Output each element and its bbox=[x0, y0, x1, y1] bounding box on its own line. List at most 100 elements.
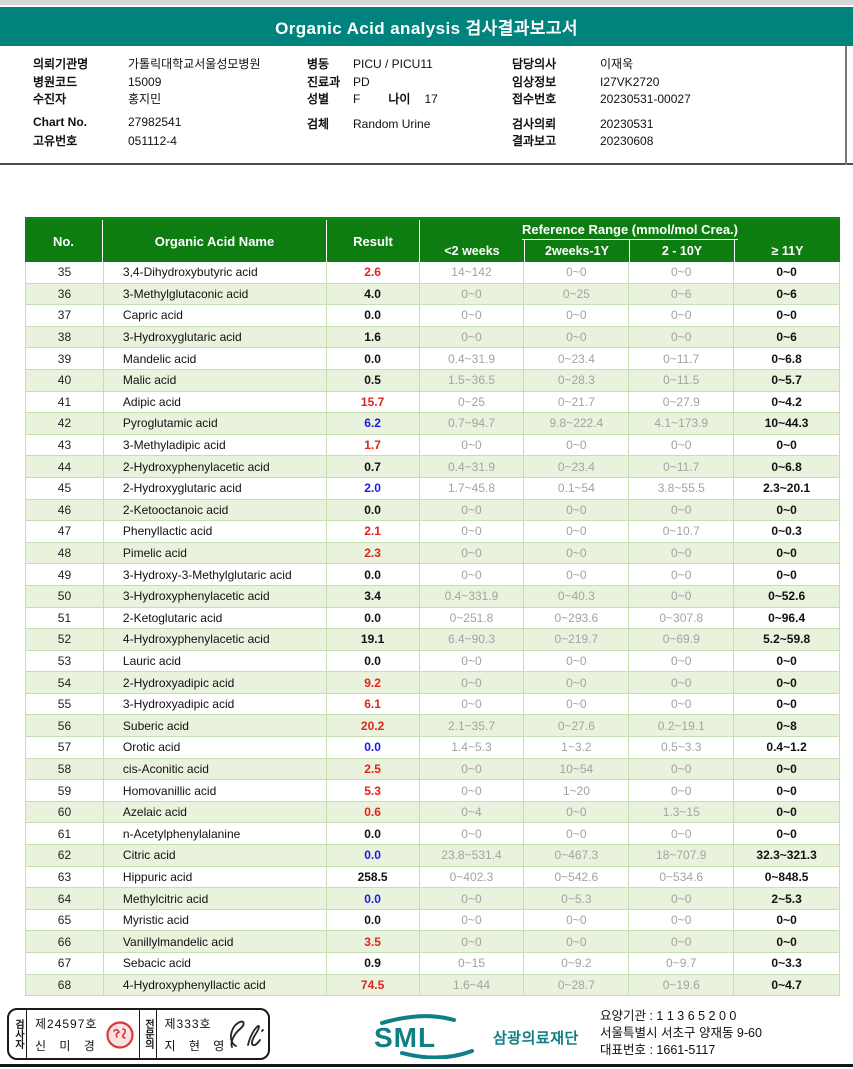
ref-range-2weeks-1y: 0~467.3 bbox=[524, 845, 630, 866]
info-row: 검체 Random Urine bbox=[307, 115, 438, 133]
table-row: 42 Pyroglutamic acid 6.2 0.7~94.7 9.8~22… bbox=[26, 413, 839, 435]
row-number: 45 bbox=[26, 477, 104, 499]
ref-range-under-2-weeks: 1.6~44 bbox=[420, 974, 525, 996]
right-edge-border bbox=[845, 46, 847, 165]
acid-name: 3-Hydroxyadipic acid bbox=[104, 693, 327, 715]
ref-range-over-11y: 0~0 bbox=[776, 567, 797, 582]
ref-range-2weeks-1y: 0~0 bbox=[524, 564, 630, 585]
ref-range-over-11y: 0~3.3 bbox=[771, 956, 802, 971]
ref-range-2weeks-1y: 0~0 bbox=[524, 305, 630, 326]
result-value: 74.5 bbox=[327, 974, 420, 996]
row-number: 37 bbox=[26, 305, 104, 326]
table-row: 63 Hippuric acid 258.5 0~402.3 0~542.6 0… bbox=[26, 866, 839, 889]
info-label: 고유번호 bbox=[33, 134, 78, 148]
table-row: 67 Sebacic acid 0.9 0~15 0~9.2 0~9.7 0~3… bbox=[26, 953, 839, 975]
ref-range-2weeks-1y: 0~0 bbox=[524, 499, 630, 521]
result-value: 0.7 bbox=[327, 456, 420, 477]
ref-range-over-11y: 0~4.2 bbox=[771, 394, 802, 409]
table-row: 54 2-Hydroxyadipic acid 9.2 0~0 0~0 0~0 … bbox=[26, 672, 839, 694]
row-number: 60 bbox=[26, 801, 104, 823]
row-number: 48 bbox=[26, 542, 104, 564]
ref-range-2-10y: 0~6 bbox=[629, 283, 735, 305]
ref-range-under-2-weeks: 14~142 bbox=[420, 262, 525, 283]
column-header-2-10y: 2 - 10Y bbox=[630, 240, 735, 262]
ref-range-under-2-weeks: 0~0 bbox=[420, 672, 525, 693]
result-value: 2.0 bbox=[327, 477, 420, 499]
examiner-label: 검사자 bbox=[9, 1010, 27, 1058]
ref-range-under-2-weeks: 0~0 bbox=[420, 758, 525, 780]
ref-range-under-2-weeks: 0~0 bbox=[420, 434, 525, 456]
ref-range-under-2-weeks: 0~0 bbox=[420, 888, 525, 909]
ref-range-over-11y: 0~6.8 bbox=[771, 351, 802, 366]
info-label: 담당의사 bbox=[512, 57, 557, 71]
ref-range-2weeks-1y: 1~20 bbox=[524, 780, 630, 801]
result-value: 0.0 bbox=[327, 348, 420, 369]
ref-range-under-2-weeks: 0~0 bbox=[420, 909, 525, 931]
ref-range-over-11y: 2.3~20.1 bbox=[763, 481, 811, 496]
ref-range-2weeks-1y: 0~9.2 bbox=[524, 953, 630, 974]
patient-info-section: 의뢰기관명 가톨릭대학교서울성모병원 병원코드 15009 수진자 홍지민 Ch… bbox=[0, 55, 853, 160]
ref-range-2-10y: 0.2~19.1 bbox=[629, 715, 735, 737]
ref-range-2-10y: 0~9.7 bbox=[629, 953, 735, 974]
window-top-strip bbox=[0, 0, 853, 5]
result-value: 2.6 bbox=[327, 262, 420, 283]
ref-range-2-10y: 0~0 bbox=[629, 909, 735, 931]
result-value: 20.2 bbox=[327, 715, 420, 737]
table-row: 59 Homovanillic acid 5.3 0~0 1~20 0~0 0~… bbox=[26, 780, 839, 802]
patient-info-column-3: 담당의사 이재욱 임상정보 I27VK2720 접수번호 20230531-00… bbox=[512, 55, 691, 150]
ref-range-2-10y: 1.3~15 bbox=[629, 801, 735, 823]
ref-range-2weeks-1y: 0~25 bbox=[524, 283, 630, 305]
info-label: 검사의뢰 bbox=[512, 116, 557, 131]
table-row: 47 Phenyllactic acid 2.1 0~0 0~0 0~10.7 … bbox=[26, 521, 839, 543]
result-value: 1.6 bbox=[327, 326, 420, 348]
result-value: 0.5 bbox=[327, 369, 420, 391]
ref-range-under-2-weeks: 23.8~531.4 bbox=[420, 845, 525, 866]
info-value: F bbox=[353, 92, 361, 106]
ref-range-under-2-weeks: 0~0 bbox=[420, 521, 525, 542]
column-header-2weeks-1y: 2weeks-1Y bbox=[525, 240, 630, 262]
ref-range-2-10y: 3.8~55.5 bbox=[629, 477, 735, 499]
examiner-seal-stamp-icon bbox=[105, 1021, 134, 1049]
acid-name: 2-Ketooctanoic acid bbox=[104, 499, 327, 521]
info-value: 홍지민 bbox=[128, 92, 162, 106]
ref-range-over-11y: 0~0 bbox=[776, 308, 797, 323]
row-number: 47 bbox=[26, 521, 104, 542]
info-row: 고유번호 051112-4 bbox=[33, 132, 260, 150]
ref-range-under-2-weeks: 0~251.8 bbox=[420, 607, 525, 629]
ref-range-2-10y: 0~0 bbox=[629, 262, 735, 283]
row-number: 42 bbox=[26, 413, 104, 434]
result-value: 0.0 bbox=[327, 845, 420, 866]
ref-range-under-2-weeks: 0.4~331.9 bbox=[420, 585, 525, 607]
organization-name: 삼광의료재단 bbox=[493, 1030, 579, 1047]
ref-range-over-11y: 0~0 bbox=[776, 675, 797, 690]
ref-range-2-10y: 0~0 bbox=[629, 542, 735, 564]
ref-range-under-2-weeks: 0~0 bbox=[420, 283, 525, 305]
info-value: 15009 bbox=[128, 74, 162, 89]
ref-range-under-2-weeks: 0~0 bbox=[420, 542, 525, 564]
acid-name: Hippuric acid bbox=[104, 866, 327, 888]
acid-name: Orotic acid bbox=[104, 737, 327, 758]
table-row: 37 Capric acid 0.0 0~0 0~0 0~0 0~0 bbox=[26, 305, 839, 327]
ref-range-2-10y: 0~27.9 bbox=[629, 391, 735, 413]
acid-name: Malic acid bbox=[104, 369, 327, 391]
info-label: 의뢰기관명 bbox=[33, 57, 89, 71]
info-label: 성별 bbox=[307, 92, 330, 106]
acid-name: 3-Methylglutaconic acid bbox=[104, 283, 327, 305]
ref-range-2-10y: 0~11.7 bbox=[629, 348, 735, 369]
acid-name: Vanillylmandelic acid bbox=[104, 931, 327, 952]
patient-info-column-2: 병동 PICU / PICU11 진료과 PD 성별 F 나이 17 검체 Ra… bbox=[307, 55, 438, 132]
result-value: 0.0 bbox=[327, 305, 420, 326]
ref-range-2weeks-1y: 0~27.6 bbox=[524, 715, 630, 737]
result-value: 9.2 bbox=[327, 672, 420, 693]
acid-name: 3-Methyladipic acid bbox=[104, 434, 327, 456]
acid-name: Homovanillic acid bbox=[104, 780, 327, 801]
acid-name: Citric acid bbox=[104, 845, 327, 866]
table-row: 39 Mandelic acid 0.0 0.4~31.9 0~23.4 0~1… bbox=[26, 348, 839, 370]
row-number: 38 bbox=[26, 326, 104, 348]
ref-range-2-10y: 0~19.6 bbox=[629, 974, 735, 996]
info-label: 임상정보 bbox=[512, 74, 557, 89]
ref-range-2weeks-1y: 0~28.7 bbox=[524, 974, 630, 996]
acid-name: Suberic acid bbox=[104, 715, 327, 737]
ref-range-under-2-weeks: 0~0 bbox=[420, 823, 525, 845]
ref-range-2-10y: 0~0 bbox=[629, 305, 735, 326]
